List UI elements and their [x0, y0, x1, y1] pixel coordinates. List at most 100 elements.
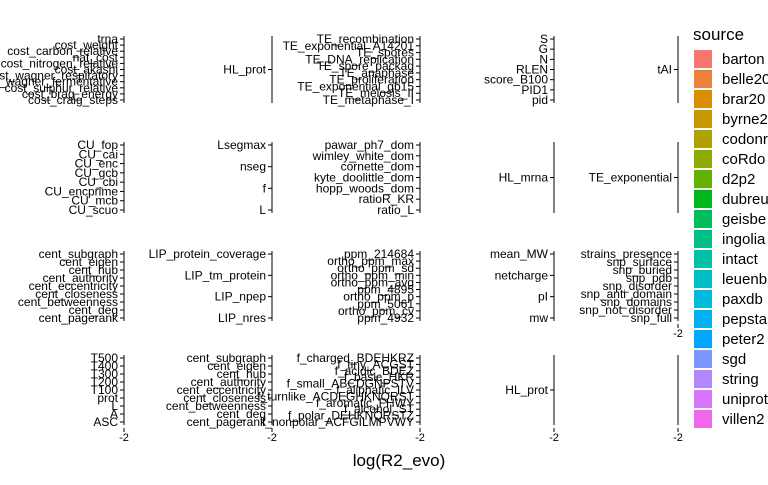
y-tick-label: cent_authority [191, 375, 266, 389]
legend-item-leuenb: leuenb [694, 270, 767, 288]
legend-item-string: string [694, 370, 759, 388]
y-tick-label: strains_presence [581, 247, 673, 261]
y-tick-label: cent_pagerank [187, 415, 267, 429]
y-tick-label: cost_akashi [55, 63, 118, 77]
y-tick-label: CU_fop [77, 138, 118, 152]
y-tick-label: cent_subgraph [39, 247, 118, 261]
y-tick-label: T400 [91, 359, 119, 373]
facet-panel-r1-c1: Lsegmax nseg fL [217, 138, 273, 217]
y-tick-label: TE_recombination [317, 32, 414, 46]
y-tick-label: cost_brag_energy [22, 87, 118, 101]
y-tick-label: TE_DNA_replication [305, 52, 414, 66]
legend-item-codonr: codonr [694, 130, 768, 148]
legend-swatch [694, 210, 712, 228]
y-tick-label: cost_craig_steps [28, 93, 118, 107]
y-tick-label: ppm_5061 [357, 297, 414, 311]
x-tick-label: -2 [673, 328, 683, 340]
y-tick-label: PID1 [521, 83, 548, 97]
y-tick-label: snp_domains [601, 295, 672, 309]
y-tick-label: nat_cost [73, 50, 119, 64]
x-axis-title: log(R2_evo) [353, 451, 446, 470]
y-tick-label: HL_prot [505, 383, 548, 397]
y-tick-label: CU_gcb [75, 166, 119, 180]
facet-panel-r0-c0: trnacost_weightcost_carbon_relativenat_c… [0, 32, 125, 107]
legend-swatch [694, 270, 712, 288]
y-tick-label: T500 [91, 351, 119, 365]
legend-label: sgd [722, 351, 746, 368]
y-tick-label: snp_surface [607, 255, 673, 269]
y-tick-label: f_basic_HKR [344, 370, 414, 384]
y-tick-label: TE_exponential_A14201 [283, 39, 415, 53]
facet-panel-r0-c1: HL_prot [223, 36, 273, 103]
y-tick-label: netcharge [495, 268, 549, 282]
facet-panel-r3-c1: cent_subgraphcent_eigencent_hubcent_auth… [166, 351, 277, 444]
legend-swatch [694, 170, 712, 188]
y-tick-label: TE_meiosis_II [338, 86, 414, 100]
y-tick-label: ratioR_KR [359, 192, 415, 206]
y-tick-label: HL_prot [223, 63, 266, 77]
y-tick-label: cent_closeness [35, 287, 118, 301]
y-tick-label: LIP_tm_protein [185, 268, 266, 282]
legend-swatch [694, 250, 712, 268]
legend-item-d2p2: d2p2 [694, 170, 755, 188]
y-tick-label: cent_authority [43, 271, 118, 285]
legend-item-villen2: villen2 [694, 410, 765, 428]
legend-label: coRdo [722, 151, 765, 168]
legend-swatch [694, 370, 712, 388]
facet-panel-r0-c4: tAI [657, 36, 679, 103]
y-tick-label: cent_subgraph [187, 351, 266, 365]
y-tick-label: f_small_ABCDGNPSTV [287, 377, 414, 391]
facet-panel-r2-c0: cent_subgraphcent_eigencent_hubcent_auth… [18, 247, 125, 325]
y-tick-label: cent_hub [217, 367, 267, 381]
x-tick-label: -2 [549, 432, 559, 444]
y-tick-label: cent_betweenness [166, 399, 266, 413]
y-tick-label: cent_betweenness [18, 295, 118, 309]
legend-swatch [694, 70, 712, 88]
y-tick-label: CU_cbi [79, 175, 118, 189]
legend-item-pepsta: pepsta [694, 310, 768, 328]
facet-panel-r1-c0: CU_fopCU_caiCU_encCU_gcbCU_cbiCU_encprim… [45, 138, 125, 217]
legend-label: dubreu [722, 191, 768, 208]
y-tick-label: pI [538, 290, 548, 304]
y-tick-label: f_nonpolar_ACFGILMPVWY [262, 415, 414, 429]
legend-label: byrne2 [722, 111, 768, 128]
y-tick-label: TE_exponential_gb15 [297, 79, 414, 93]
legend-label: belle20 [722, 71, 768, 88]
y-tick-label: TE_spore_packag [317, 59, 414, 73]
y-tick-label: prot [97, 391, 118, 405]
facet-panel-r1-c4: TE_exponential [589, 142, 679, 213]
facet-panel-r2-c1: LIP_protein_coverage LIP_tm_protein LIP_np… [149, 247, 273, 325]
legend-swatch [694, 110, 712, 128]
legend-swatch [694, 330, 712, 348]
y-tick-label: f_tiny_ACGST [337, 357, 414, 371]
facet-panel-r2-c3: mean_MW netcharge pI mw [490, 247, 555, 325]
y-tick-label: G [539, 42, 548, 56]
facet-panel-r2-c2: ppm_214684ortho_ppm_maxortho_ppm_sdortho… [327, 247, 421, 325]
y-tick-label: cent_deg [69, 303, 118, 317]
y-tick-label: T300 [91, 367, 119, 381]
y-tick-label: cost_sulphur_relative [5, 81, 119, 95]
y-tick-label: LIP_protein_coverage [149, 247, 267, 261]
legend-item-coRdo: coRdo [694, 150, 765, 168]
y-tick-label: cent_eccentricity [29, 279, 118, 293]
y-tick-label: snp_anti_domain [581, 287, 672, 301]
legend-label: ingolia [722, 231, 766, 248]
legend-swatch [694, 290, 712, 308]
legend-label: intact [722, 251, 759, 268]
legend-swatch [694, 230, 712, 248]
y-tick-label: f_acidic_BDEZ [335, 364, 414, 378]
legend-item-paxdb: paxdb [694, 290, 763, 308]
facet-panel-r0-c2: TE_recombinationTE_exponential_A14201TE_… [283, 32, 421, 107]
legend-swatch [694, 310, 712, 328]
y-tick-label: ortho_ppm_avg [331, 275, 414, 289]
y-tick-label: trna [97, 32, 118, 46]
x-tick-label: -2 [415, 432, 425, 444]
y-tick-label: A [110, 407, 118, 421]
y-tick-label: cent_eigen [59, 255, 118, 269]
legend-item-belle20: belle20 [694, 70, 768, 88]
y-tick-label: cost_carbon_relative [7, 44, 118, 58]
legend-label: uniprot [722, 391, 768, 408]
legend-label: leuenb [722, 271, 767, 288]
